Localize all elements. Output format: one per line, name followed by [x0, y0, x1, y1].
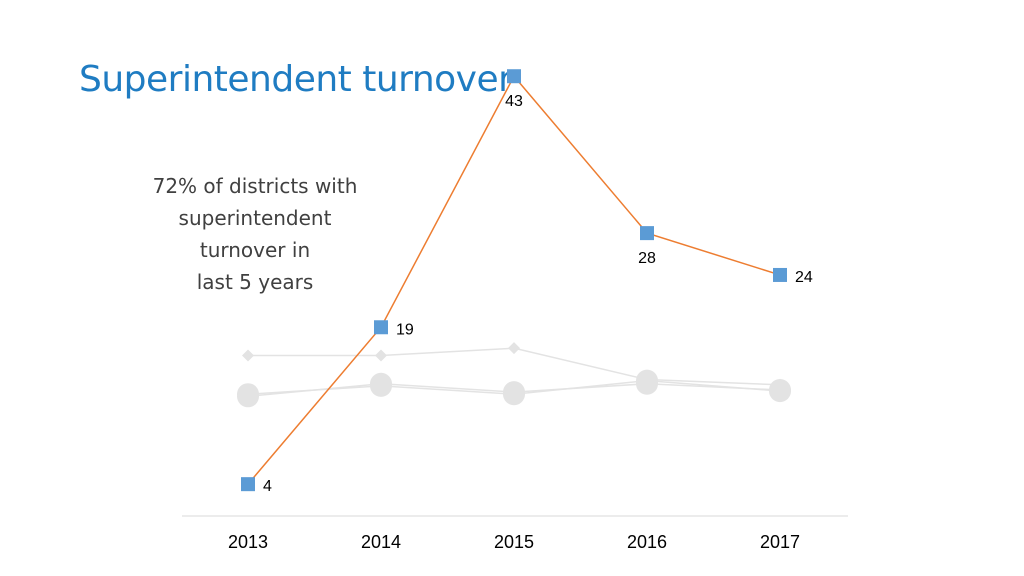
callout-line: superintendent: [178, 206, 332, 230]
faded-diamond-point: [375, 349, 387, 362]
x-tick-label: 2015: [494, 532, 534, 552]
data-label: 4: [263, 478, 272, 495]
data-label: 43: [505, 93, 523, 110]
faded-diamond-point: [508, 342, 520, 355]
data-label: 28: [638, 250, 656, 267]
data-label: 24: [795, 269, 813, 286]
callout-line: 72% of districts with: [152, 174, 358, 198]
data-point: [241, 477, 255, 492]
faded-circle-point: [237, 383, 259, 406]
faded-circle-point: [503, 383, 525, 406]
data-point: [640, 226, 654, 241]
callout-line: last 5 years: [196, 270, 314, 294]
x-tick-label: 2013: [228, 532, 268, 552]
x-tick-label: 2017: [760, 532, 800, 552]
data-point: [507, 69, 521, 84]
callout-text: 72% of districts with superintendent tur…: [135, 170, 375, 298]
main-series-line: [247, 74, 781, 485]
data-point: [773, 267, 787, 282]
data-point: [374, 320, 388, 335]
x-tick-label: 2016: [627, 532, 667, 552]
callout-line: turnover in: [199, 238, 311, 262]
faded-circle-point: [769, 380, 791, 403]
faded-circle-point: [370, 374, 392, 397]
x-tick-label: 2014: [361, 532, 401, 552]
faded-circle-point: [636, 369, 658, 392]
slide-title: Superintendent turnover: [79, 59, 513, 100]
data-label: 19: [396, 321, 414, 338]
faded-diamond-point: [242, 349, 254, 362]
